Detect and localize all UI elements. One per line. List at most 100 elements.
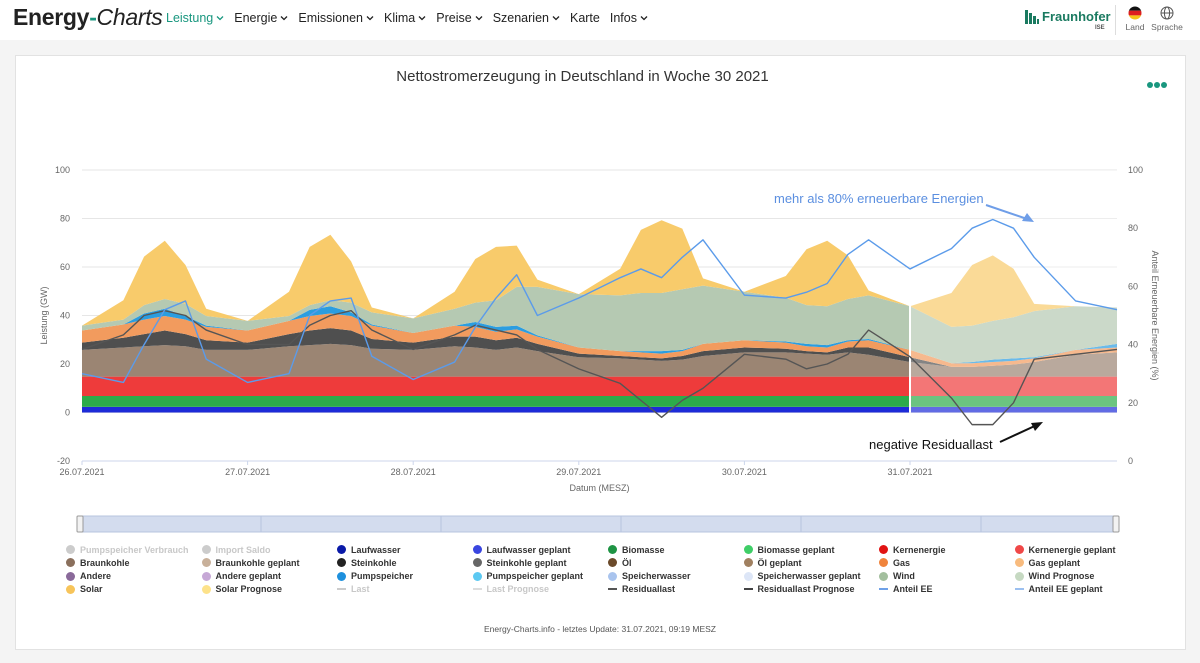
y2-tick-label: 20 — [1128, 398, 1138, 408]
legend-item-biomasse-geplant[interactable]: Biomasse geplant — [743, 543, 835, 556]
nav-item-infos[interactable]: Infos — [610, 11, 648, 25]
legend-item-residuallast[interactable]: Residuallast — [608, 583, 675, 596]
logo-part-energy: Energy — [13, 4, 90, 30]
line-anteil-ee — [81, 218, 1118, 384]
nav-item-szenarien[interactable]: Szenarien — [493, 11, 560, 25]
legend-label: Andere — [80, 571, 112, 582]
range-navigator[interactable] — [80, 515, 1117, 533]
legend-label: Laufwasser geplant — [486, 544, 571, 555]
chevron-down-icon — [418, 16, 426, 21]
legend-item-andere-geplant[interactable]: Andere geplant — [201, 570, 281, 583]
nav-item-energie[interactable]: Energie — [234, 11, 288, 25]
legend-item-andere[interactable]: Andere — [66, 570, 111, 583]
x-tick-label: 31.07.2021 — [887, 467, 932, 477]
legend-item-speicherwasser-geplant[interactable]: Speicherwasser geplant — [743, 570, 861, 583]
legend-dot-marker — [472, 558, 482, 568]
menu-dot-icon — [1147, 82, 1153, 88]
fraunhofer-logo[interactable]: Fraunhofer ISE — [1025, 8, 1111, 32]
nav-item-label: Infos — [609, 11, 637, 25]
legend-item-steinkohle[interactable]: Steinkohle — [337, 556, 397, 569]
nav-item-label: Klima — [383, 11, 416, 25]
nav-item-leistung[interactable]: Leistung — [166, 11, 224, 25]
legend-item-braunkohle-geplant[interactable]: Braunkohle geplant — [201, 556, 300, 569]
legend-dot-marker — [743, 545, 753, 554]
legend-item-pumpspeicher-verbrauch[interactable]: Pumpspeicher Verbrauch — [66, 543, 189, 556]
legend-label: Import Saldo — [215, 544, 271, 555]
legend-label: Braunkohle — [80, 557, 130, 568]
legend-item-öl[interactable]: Öl — [608, 556, 632, 569]
chart-menu-button[interactable] — [1147, 75, 1169, 88]
legend-item-last-prognose[interactable]: Last Prognose — [472, 583, 549, 596]
legend-label: Speicherwasser — [622, 571, 691, 582]
legend-dot-marker — [66, 545, 75, 554]
legend-label: Gas geplant — [1028, 557, 1081, 568]
legend-item-speicherwasser[interactable]: Speicherwasser — [608, 570, 691, 583]
navigator-handle-left[interactable] — [76, 515, 84, 533]
area-solar — [82, 220, 1117, 327]
legend-item-wind[interactable]: Wind — [879, 570, 915, 583]
legend-item-biomasse[interactable]: Biomasse — [608, 543, 665, 556]
chart-title: Nettostromerzeugung in Deutschland in Wo… — [396, 68, 769, 85]
legend-item-last[interactable]: Last — [337, 583, 370, 596]
legend-item-öl-geplant[interactable]: Öl geplant — [743, 556, 802, 569]
legend-label: Solar Prognose — [215, 584, 283, 595]
legend-label: Residuallast — [622, 584, 676, 595]
y2-tick-label: 100 — [1128, 165, 1143, 175]
legend-item-gas[interactable]: Gas — [879, 556, 910, 569]
legend-item-pumpspeicher[interactable]: Pumpspeicher — [337, 570, 413, 583]
nav-item-preise[interactable]: Preise — [436, 11, 483, 25]
legend-label: Pumpspeicher — [351, 571, 414, 582]
ee-share-annotation: mehr als 80% erneuerbare Energien — [774, 191, 984, 206]
nav-item-label: Emissionen — [298, 11, 363, 25]
legend-item-steinkohle-geplant[interactable]: Steinkohle geplant — [472, 556, 567, 569]
legend-item-kernenergie[interactable]: Kernenergie — [879, 543, 946, 556]
legend-item-anteil-ee-geplant[interactable]: Anteil EE geplant — [1014, 583, 1103, 596]
country-selector-button[interactable]: Land — [1115, 6, 1155, 36]
language-label: Sprache — [1151, 22, 1183, 32]
legend-label: Pumpspeicher Verbrauch — [80, 544, 189, 555]
update-footer: Energy-Charts.info - letztes Update: 31.… — [484, 624, 716, 634]
legend-item-anteil-ee[interactable]: Anteil EE — [879, 583, 933, 596]
legend-label: Residuallast Prognose — [757, 584, 855, 595]
legend-item-residuallast-prognose[interactable]: Residuallast Prognose — [743, 583, 855, 596]
legend-item-wind-prognose[interactable]: Wind Prognose — [1014, 570, 1094, 583]
energy-charts-logo[interactable]: Energy-Charts — [13, 4, 163, 31]
legend-dot-marker — [337, 558, 346, 568]
navigator-handle-right[interactable] — [1112, 515, 1120, 533]
legend-label: Kernenergie — [893, 544, 946, 555]
legend-item-solar[interactable]: Solar — [66, 583, 103, 596]
x-tick-label: 30.07.2021 — [722, 467, 767, 477]
fraunhofer-name: Fraunhofer — [1042, 9, 1111, 24]
legend-dot-marker — [608, 558, 617, 568]
legend-label: Steinkohle — [351, 557, 397, 568]
legend-item-import-saldo[interactable]: Import Saldo — [201, 543, 271, 556]
y2-tick-label: 0 — [1128, 456, 1133, 466]
nav-item-label: Energie — [234, 11, 278, 25]
legend-item-laufwasser-geplant[interactable]: Laufwasser geplant — [472, 543, 571, 556]
chevron-down-icon — [366, 16, 374, 21]
legend-dot-marker — [201, 571, 211, 581]
top-navigation-bar: Energy-Charts Leistung Energie Emissionen K… — [0, 0, 1200, 40]
legend-label: Biomasse — [622, 544, 665, 555]
legend-item-pumpspeicher-geplant[interactable]: Pumpspeicher geplant — [472, 570, 583, 583]
area-braunkohle — [82, 343, 1117, 377]
language-selector-button[interactable]: Sprache — [1147, 6, 1187, 36]
legend-item-gas-geplant[interactable]: Gas geplant — [1014, 556, 1081, 569]
legend-item-solar-prognose[interactable]: Solar Prognose — [201, 583, 283, 596]
menu-dot-icon — [1154, 82, 1160, 88]
legend-dot-marker — [201, 558, 211, 568]
nav-item-karte[interactable]: Karte — [570, 11, 600, 25]
nav-item-klima[interactable]: Klima — [384, 11, 426, 25]
logo-dash: - — [89, 4, 97, 30]
legend-item-laufwasser[interactable]: Laufwasser — [337, 543, 401, 556]
legend-item-braunkohle[interactable]: Braunkohle — [66, 556, 130, 569]
chevron-down-icon — [640, 16, 648, 21]
legend-dot-marker — [66, 571, 75, 581]
nav-item-emissionen[interactable]: Emissionen — [298, 11, 374, 25]
y2-tick-label: 80 — [1128, 223, 1138, 233]
forecast-overlay — [910, 170, 1117, 461]
legend-dot-marker — [879, 571, 888, 581]
annotation-arrowhead-ee — [1022, 213, 1034, 222]
legend-item-kernenergie-geplant[interactable]: Kernenergie geplant — [1014, 543, 1116, 556]
